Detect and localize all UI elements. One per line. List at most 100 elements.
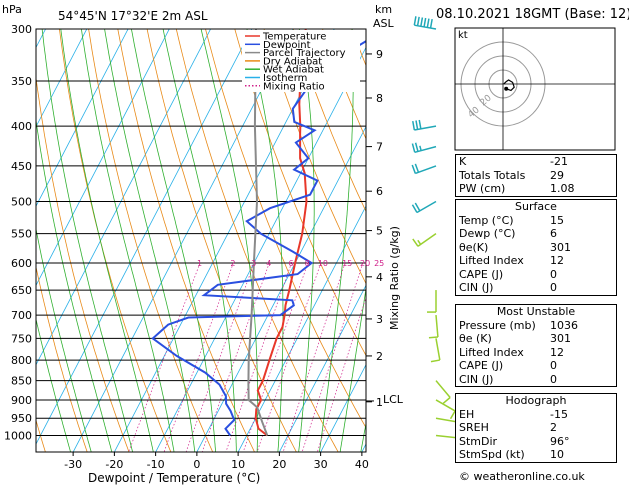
mixing-ratio-label: 20	[360, 259, 370, 268]
barb-flag	[429, 19, 433, 29]
indices-panel: K -21 Totals Totals 29 PW (cm) 1.08	[455, 154, 617, 197]
mu-row: CAPE (J) 0	[456, 359, 616, 373]
pressure-tick-label: 650	[11, 284, 32, 297]
km-tick-label: 8	[376, 92, 383, 105]
mu-label: Lifted Index	[459, 345, 524, 359]
barb-half-flag	[419, 145, 422, 151]
barb-flag	[415, 120, 419, 130]
mu-label: CIN (J)	[459, 372, 494, 386]
lcl-label: LCL	[383, 393, 404, 406]
km-tick-label: 9	[376, 48, 383, 61]
surface-label: Lifted Index	[459, 254, 524, 267]
barb-flag	[428, 336, 438, 339]
pressure-tick-label: 400	[11, 120, 32, 133]
index-value: -21	[550, 155, 568, 168]
wind-barb	[428, 315, 439, 339]
surface-label: CIN (J)	[459, 281, 494, 294]
index-row-k: K -21	[456, 155, 616, 169]
dry-adiabat-line	[146, 29, 297, 452]
barb-staff	[417, 233, 437, 247]
barb-staff	[414, 24, 437, 30]
mixing-ratio-label: 2	[230, 259, 235, 268]
wind-barb	[412, 119, 437, 131]
barb-staff	[435, 417, 458, 423]
pressure-tick-label: 450	[11, 160, 32, 173]
mixing-ratio-label: 8	[305, 259, 310, 268]
mixing-ratio-line	[163, 262, 234, 452]
wet-adiabat-line	[130, 29, 217, 452]
wet-adiabat-line	[36, 226, 92, 452]
legend-entry-label: Dry Adiabat	[263, 56, 322, 67]
km-tick-label: 2	[376, 350, 383, 363]
pressure-tick-label: 350	[11, 75, 32, 88]
barb-flag	[414, 163, 420, 173]
mu-value: 12	[550, 345, 564, 359]
surface-label: CAPE (J)	[459, 267, 504, 281]
wet-adiabat-line	[318, 29, 354, 452]
surface-row: θe(K) 301	[456, 241, 616, 255]
mu-value: 301	[550, 332, 571, 345]
surface-value: 301	[550, 240, 571, 254]
most-unstable-panel: Most Unstable Pressure (mb) 1036 θe (K) 30…	[455, 304, 617, 387]
barb-flag	[423, 17, 427, 28]
mixing-ratio-line	[301, 262, 364, 452]
barb-staff	[416, 200, 437, 214]
mixing-ratio-label: 10	[318, 259, 328, 268]
barb-flag	[416, 16, 420, 26]
surface-title: Surface	[515, 200, 557, 213]
surface-row: Temp (°C) 15	[456, 214, 616, 228]
pressure-tick-label: 800	[11, 354, 32, 367]
wet-adiabat-line	[104, 29, 196, 452]
barb-staff	[435, 399, 456, 412]
index-label: Totals Totals	[459, 168, 526, 182]
barb-staff	[435, 338, 441, 361]
surface-row: Dewp (°C) 6	[456, 227, 616, 241]
km-tick-label: 3	[376, 313, 383, 326]
hodograph-frame	[454, 27, 616, 151]
barb-flag	[442, 396, 451, 404]
dry-adiabat-line	[292, 29, 366, 213]
pressure-tick-label: 600	[11, 257, 32, 270]
pressure-tick-label: 500	[11, 195, 32, 208]
mixing-ratio-label: 1	[197, 259, 202, 268]
index-value: 29	[550, 168, 564, 182]
wind-barb	[435, 399, 456, 420]
x-axis-label: Dewpoint / Temperature (°C)	[88, 471, 260, 485]
barb-flag	[411, 143, 416, 153]
dry-adiabat-line	[175, 29, 339, 452]
hodograph-panel: Hodograph EH -15 SREH 2 StmDir 96° StmSpd (…	[455, 393, 617, 463]
index-label: K	[459, 155, 467, 168]
wind-barb	[411, 142, 437, 154]
index-value: 1.08	[550, 182, 575, 195]
barb-staff	[435, 434, 458, 439]
datetime-title: 08.10.2021 18GMT (Base: 12)	[436, 7, 629, 22]
legend-entry-label: Mixing Ratio	[263, 81, 325, 92]
mixing-ratio-line	[282, 262, 346, 452]
hodo-row: StmSpd (kt) 10	[456, 448, 616, 462]
pressure-tick-label: 850	[11, 375, 32, 388]
barb-flag	[413, 16, 417, 26]
index-row-pw: PW (cm) 1.08	[456, 182, 616, 196]
surface-label: θe(K)	[459, 240, 489, 254]
barb-flag	[414, 202, 421, 212]
barb-flag	[411, 204, 418, 213]
pressure-tick-label: 300	[11, 23, 32, 36]
surface-row: CIN (J) 0	[456, 281, 616, 295]
barb-flag	[420, 17, 424, 27]
surface-panel: Surface Temp (°C) 15 Dewp (°C) 6 θe(K) 301 …	[455, 199, 617, 296]
mixing-ratio-line	[128, 262, 201, 452]
wind-barb	[430, 338, 441, 363]
wind-barb	[427, 290, 437, 313]
wind-barb	[413, 16, 437, 30]
pressure-tick-label: 1000	[4, 430, 32, 443]
wet-adiabat-line	[36, 317, 72, 452]
barb-flag	[430, 359, 440, 363]
hodo-row: StmDir 96°	[456, 435, 616, 449]
km-tick-label: 5	[376, 225, 383, 238]
asl-label: ASL	[373, 17, 395, 30]
hodograph-unit-label: kt	[458, 30, 468, 41]
hodograph-trace	[503, 79, 515, 92]
hodo-row: EH -15	[456, 408, 616, 422]
pressure-tick-label: 950	[11, 412, 32, 425]
